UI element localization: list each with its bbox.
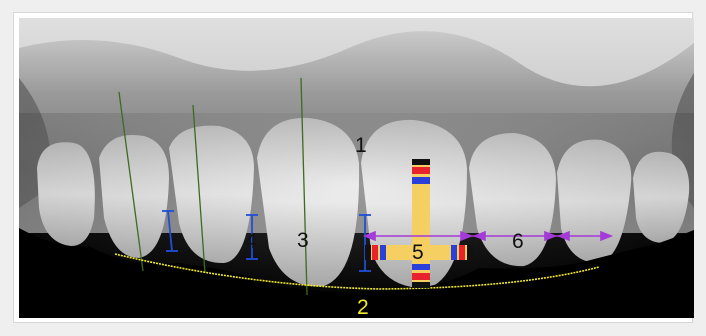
lower-dark-area bbox=[19, 228, 694, 318]
gum-texture bbox=[19, 18, 694, 87]
smile-line-curve bbox=[114, 253, 600, 290]
ruler-horizontal bbox=[365, 245, 473, 260]
label-2: 2 bbox=[357, 296, 369, 318]
axis-line-1 bbox=[118, 91, 144, 272]
height-marker-b bbox=[246, 214, 258, 260]
label-6: 6 bbox=[512, 230, 524, 253]
tooth-axis-lines bbox=[118, 77, 308, 296]
height-marker-c bbox=[359, 214, 371, 272]
label-5: 5 bbox=[412, 241, 424, 264]
label-3: 3 bbox=[297, 229, 309, 252]
arrow-head-mid2-r bbox=[556, 230, 570, 242]
dental-smile-photo: 1 2 3 4 5 6 bbox=[19, 18, 694, 318]
height-marker-a bbox=[162, 210, 178, 252]
label-4: 4 bbox=[245, 230, 257, 253]
arrow-head-mid2-l bbox=[544, 230, 558, 242]
arrow-head-mid1-l bbox=[460, 230, 474, 242]
annotation-canvas: 1 2 3 4 5 6 bbox=[19, 18, 694, 318]
arrow-head-mid1-r bbox=[472, 230, 486, 242]
arrow-head-left bbox=[362, 230, 376, 242]
width-arrows bbox=[362, 230, 614, 242]
label-1: 1 bbox=[355, 134, 367, 157]
axis-line-2 bbox=[192, 104, 206, 274]
crown-height-markers bbox=[162, 210, 371, 272]
axis-line-3 bbox=[300, 77, 308, 296]
arrow-head-right bbox=[600, 230, 614, 242]
proportion-ruler bbox=[365, 159, 473, 288]
